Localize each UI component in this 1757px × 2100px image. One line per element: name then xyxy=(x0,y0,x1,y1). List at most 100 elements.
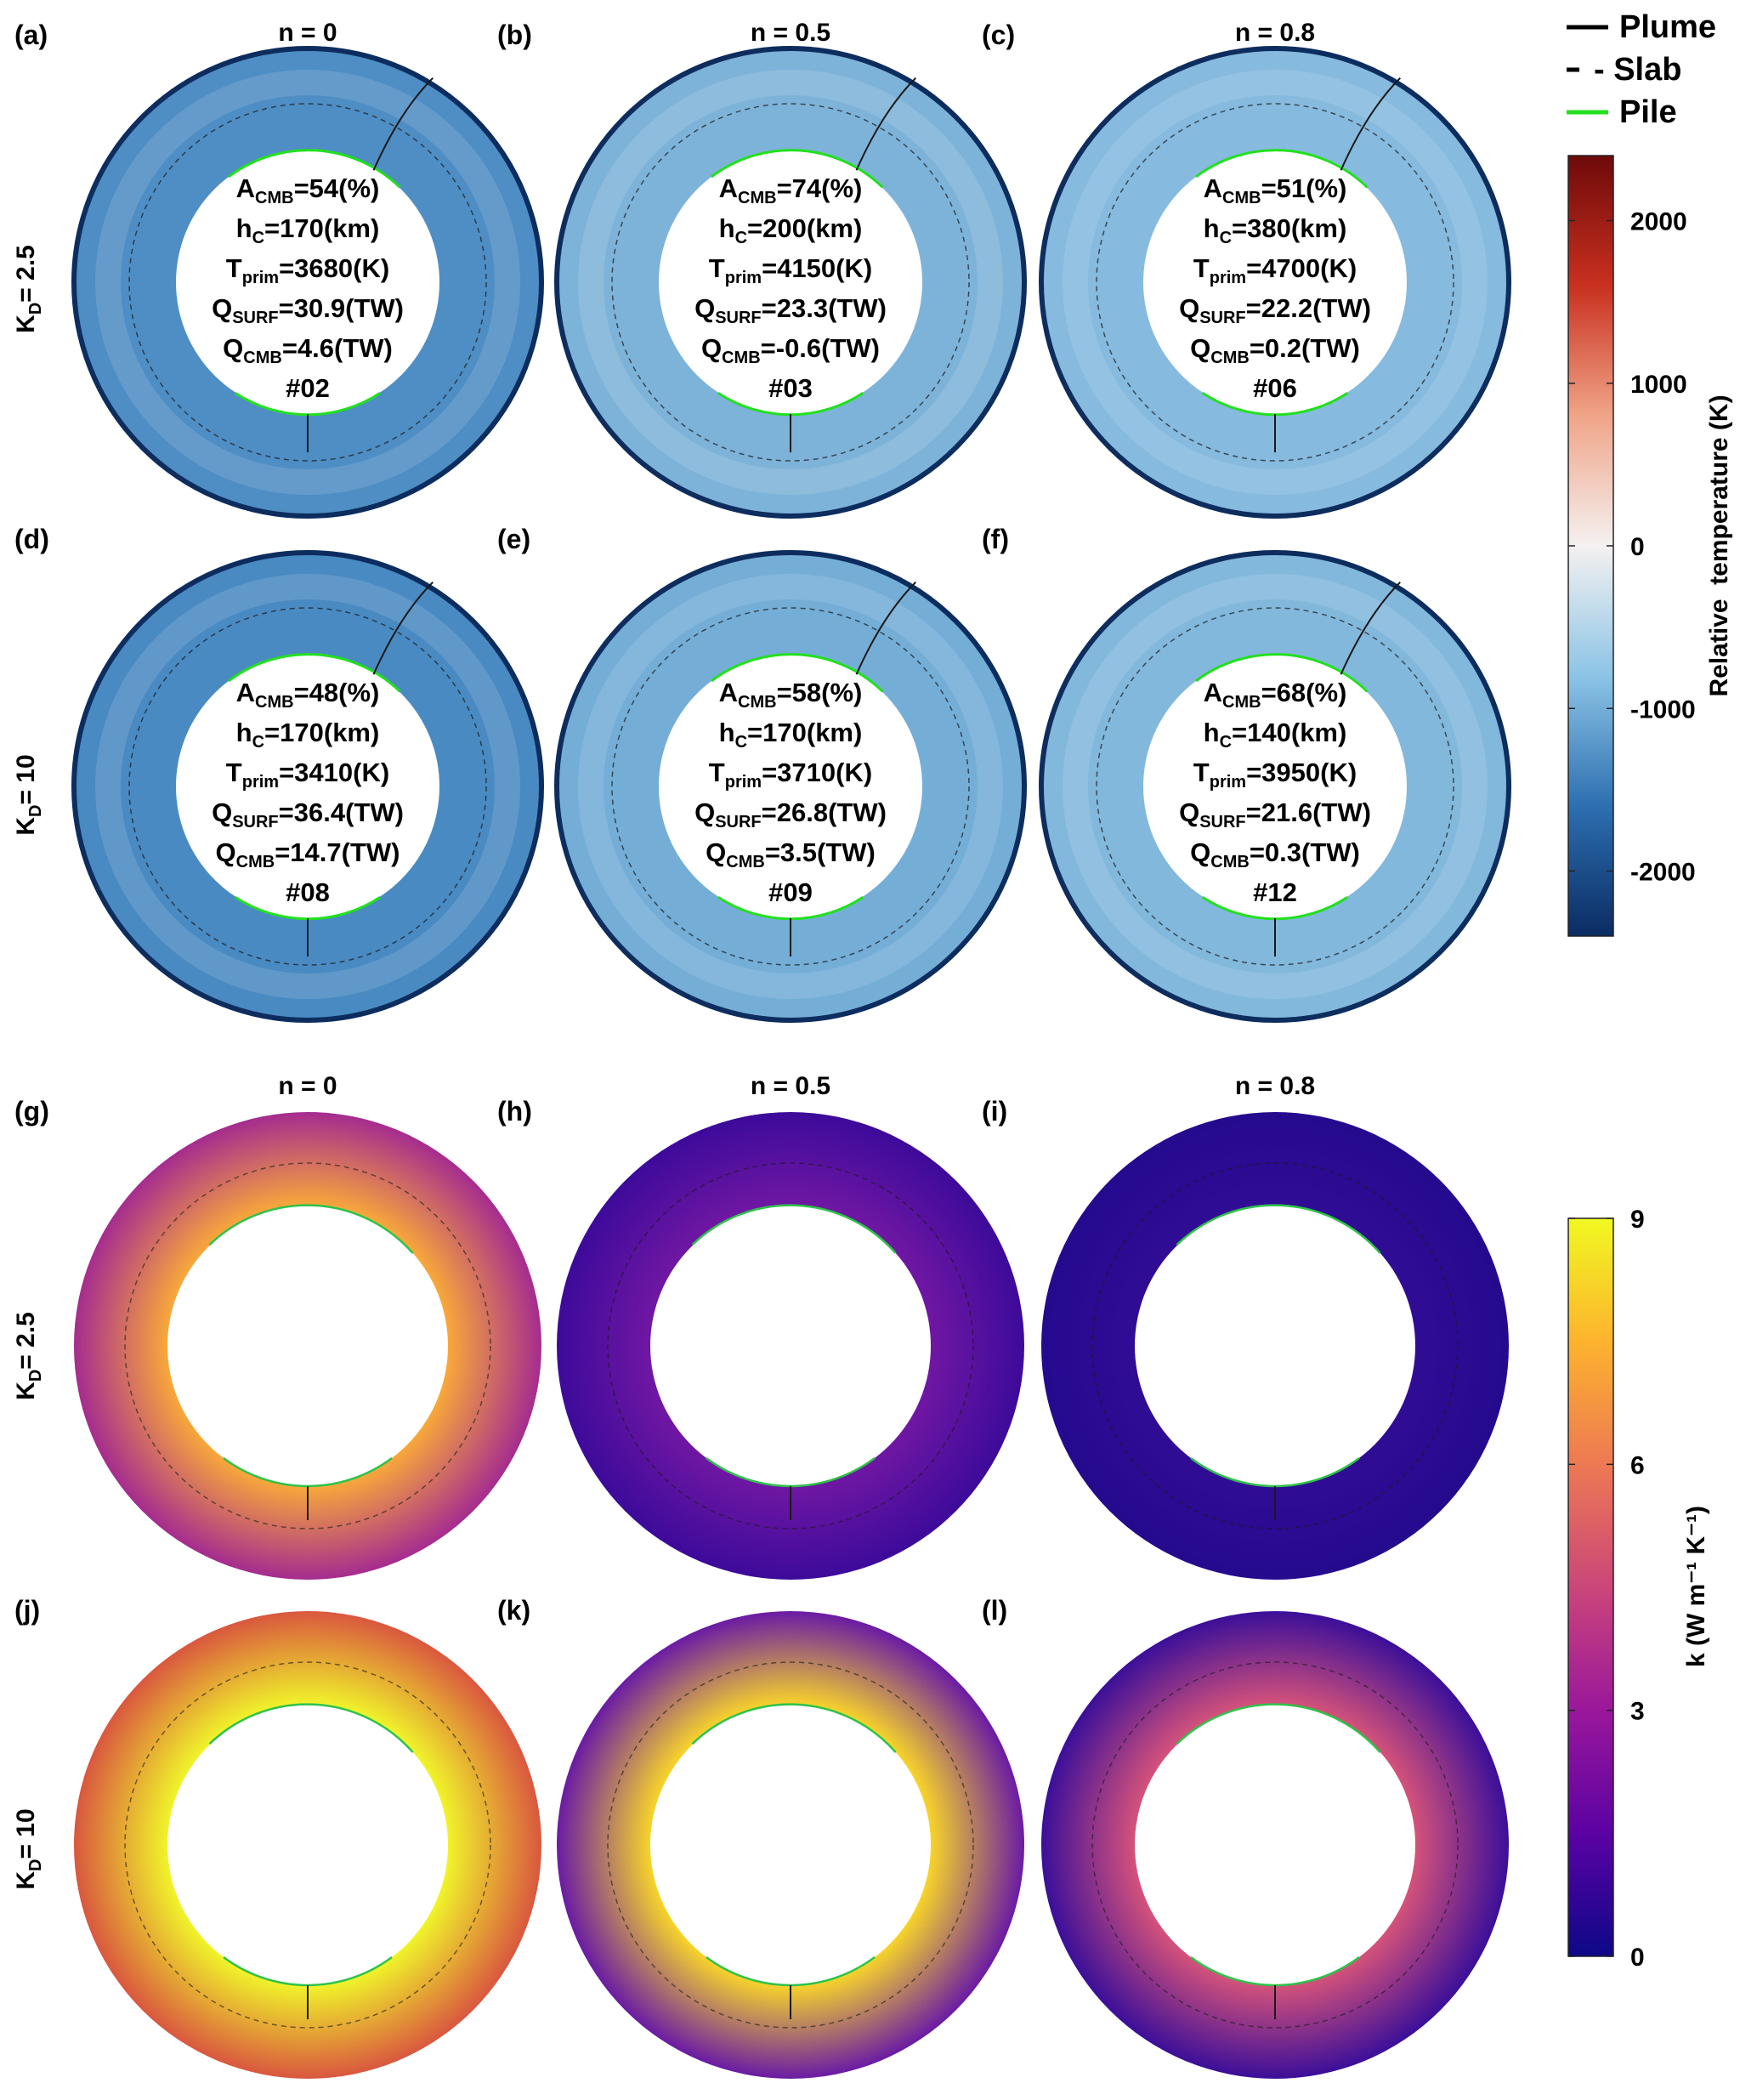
conductivity-panel: (h) xyxy=(497,1096,1024,1580)
panel-letter: (f) xyxy=(982,524,1009,554)
colorbar-tick-label: 2000 xyxy=(1630,208,1687,236)
qcmb-value: QCMB=4.6(TW) xyxy=(223,333,393,367)
row-title-k: K xyxy=(12,1871,40,1890)
qsurf-value: QSURF=22.2(TW) xyxy=(1179,293,1371,327)
slab-contour xyxy=(611,607,970,966)
legend: Plume - Slab Pile xyxy=(1567,9,1716,130)
plume-contour xyxy=(1340,77,1401,171)
qcmb-value: QCMB=0.2(TW) xyxy=(1190,333,1360,367)
hc-value: hC=170(km) xyxy=(236,213,380,247)
slab-contour xyxy=(1091,1661,1459,2029)
svg-text:KD= 2.5: KD= 2.5 xyxy=(12,245,45,333)
row-title-sub-d: D xyxy=(26,805,45,817)
qsurf-value: QSURF=23.3(TW) xyxy=(694,293,887,327)
panel-letter: (a) xyxy=(14,20,48,50)
mantle-shading xyxy=(95,70,520,495)
row-title-kd25-bottom: KD= 2.5 xyxy=(12,1312,45,1400)
slab-contour xyxy=(1091,1162,1459,1530)
row-title-k: K xyxy=(12,1382,40,1400)
row-title-kd10-top: KD= 10 xyxy=(12,754,45,835)
row-title-value: = 2.5 xyxy=(12,245,40,303)
column-title-n08-top: n = 0.8 xyxy=(1235,19,1315,47)
core-disk xyxy=(167,1206,448,1486)
pile-contour xyxy=(1195,653,1369,693)
conductivity-colorbar-title-wrap: k (W m⁻¹ K⁻¹) xyxy=(1682,1506,1710,1667)
case-id: #09 xyxy=(768,877,813,907)
panel-letter: (k) xyxy=(497,1595,530,1626)
plume-contour xyxy=(1340,582,1401,675)
qsurf-value: QSURF=30.9(TW) xyxy=(212,293,404,327)
conductivity-panel: (j) xyxy=(14,1595,541,2079)
case-id: #08 xyxy=(286,877,330,907)
colorbar-tick-label: -2000 xyxy=(1630,859,1696,887)
svg-text:KD= 2.5: KD= 2.5 xyxy=(12,1312,45,1400)
core-disk xyxy=(1143,655,1407,918)
pile-contour xyxy=(1176,1204,1381,1254)
colorbar-tick-label: 3 xyxy=(1630,1698,1645,1726)
temperature-panel: (e) ACMB=58(%) hC=170(km) Tprim=3710(K) QSUR… xyxy=(497,524,1027,1023)
acmb-value: ACMB=48(%) xyxy=(236,678,380,712)
slab-contour xyxy=(607,1162,974,1530)
legend-slab-label: - Slab xyxy=(1594,52,1681,88)
conductivity-panel: (l) xyxy=(982,1595,1509,2079)
panel-letter: (c) xyxy=(982,20,1015,50)
row-title-sub-d: D xyxy=(26,1859,45,1871)
tprim-value: Tprim=3410(K) xyxy=(226,758,389,792)
qcmb-value: QCMB=0.3(TW) xyxy=(1190,837,1360,871)
row-title-value: = 2.5 xyxy=(12,1312,40,1370)
panel-letter: (e) xyxy=(497,524,530,554)
core-disk xyxy=(167,1705,448,1985)
hc-value: hC=140(km) xyxy=(1204,718,1347,752)
acmb-value: ACMB=74(%) xyxy=(719,173,863,207)
column-title-n08-bottom: n = 0.8 xyxy=(1235,1072,1315,1100)
panel-letter: (l) xyxy=(982,1595,1007,1626)
conductivity-panel: (k) xyxy=(497,1595,1024,2079)
pile-contour xyxy=(1195,149,1369,189)
temperature-colorbar: 2000 1000 0 -1000 -2000 Relative temperature… xyxy=(1567,155,1733,937)
column-title-n0-top: n = 0 xyxy=(278,19,337,47)
qcmb-value: QCMB=14.7(TW) xyxy=(216,837,400,871)
mantle-shading xyxy=(578,574,1003,999)
mantle-shading xyxy=(578,70,1003,495)
row-title-kd25-top: KD= 2.5 xyxy=(12,245,45,333)
pile-contour xyxy=(208,1204,414,1254)
svg-text:KD= 10: KD= 10 xyxy=(12,754,45,835)
acmb-value: ACMB=51(%) xyxy=(1204,173,1347,207)
core-disk xyxy=(659,655,922,918)
slab-contour xyxy=(607,1661,974,2029)
hc-value: hC=380(km) xyxy=(1204,213,1347,247)
panel-letter: (g) xyxy=(14,1096,49,1127)
mantle-shading xyxy=(1063,574,1488,999)
pile-contour xyxy=(1176,1703,1381,1753)
colorbar-tick-label: 0 xyxy=(1630,1944,1645,1972)
pile-contour xyxy=(711,149,884,189)
case-id: #12 xyxy=(1253,877,1297,907)
qsurf-value: QSURF=36.4(TW) xyxy=(212,797,404,831)
column-title-n0-bottom: n = 0 xyxy=(278,1072,337,1100)
conductivity-panels: (g) (h) (i) (j) (k) (l) xyxy=(14,1096,1509,2079)
slab-contour xyxy=(128,103,487,462)
case-id: #03 xyxy=(768,373,813,403)
row-title-k: K xyxy=(12,315,40,333)
temperature-panel: (d) ACMB=48(%) hC=170(km) Tprim=3410(K) QSUR… xyxy=(14,524,544,1023)
conductivity-panel: (i) xyxy=(982,1096,1509,1580)
temperature-panel: (c) ACMB=51(%) hC=380(km) Tprim=4700(K) QSUR… xyxy=(982,20,1511,519)
slab-contour xyxy=(128,607,487,966)
slab-contour xyxy=(1096,103,1454,462)
panel-letter: (b) xyxy=(497,20,532,50)
qsurf-value: QSURF=21.6(TW) xyxy=(1179,797,1371,831)
temperature-panels: (a) ACMB=54(%) hC=170(km) Tprim=3680(K) QSUR… xyxy=(14,20,1511,1023)
case-id: #06 xyxy=(1253,373,1297,403)
pile-contour xyxy=(208,1703,414,1753)
panel-letter: (h) xyxy=(497,1096,532,1127)
core-disk xyxy=(1135,1206,1415,1486)
acmb-value: ACMB=68(%) xyxy=(1204,678,1347,712)
tprim-value: Tprim=3680(K) xyxy=(226,253,389,287)
slab-contour xyxy=(124,1661,491,2029)
row-title-kd10-bottom: KD= 10 xyxy=(12,1808,45,1889)
slab-contour xyxy=(1096,607,1454,966)
hc-value: hC=170(km) xyxy=(236,718,380,752)
row-title-value: = 10 xyxy=(12,1808,40,1859)
hc-value: hC=170(km) xyxy=(719,718,863,752)
